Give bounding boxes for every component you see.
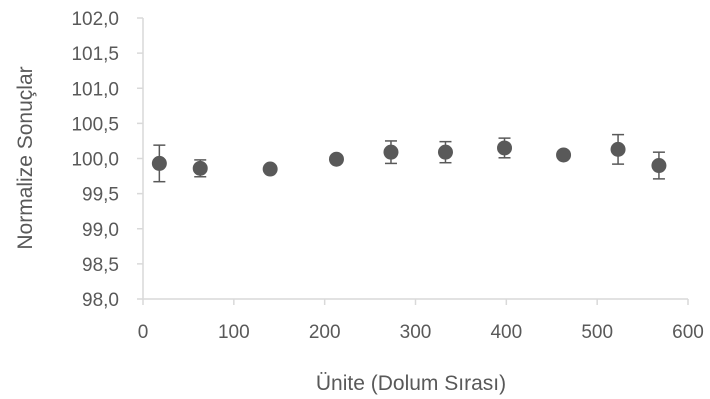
y-tick-label: 102,0	[71, 9, 119, 30]
y-tick-label: 98,0	[82, 290, 119, 311]
y-tick-label: 100,5	[71, 114, 119, 135]
data-points	[151, 140, 667, 177]
data-point	[610, 141, 626, 157]
y-tick-label: 100,0	[71, 150, 119, 171]
x-tick-label: 500	[581, 322, 613, 343]
data-point	[262, 161, 278, 177]
x-tick-label: 100	[218, 322, 250, 343]
data-point	[383, 144, 399, 160]
y-axis-title: Normalize Sonuçlar	[14, 66, 37, 249]
data-point	[192, 160, 208, 176]
data-point	[328, 151, 344, 167]
y-tick-label: 101,0	[71, 79, 119, 100]
data-point	[497, 140, 513, 156]
x-tick-label: 400	[490, 322, 522, 343]
x-axis-title: Ünite (Dolum Sırası)	[316, 372, 506, 395]
data-point	[151, 155, 167, 171]
y-tick-label: 99,0	[82, 220, 119, 241]
data-point	[556, 147, 572, 163]
x-axis-ticks: 0 100 200 300 400 500 600	[138, 299, 704, 343]
x-tick-label: 0	[138, 322, 149, 343]
y-tick-label: 101,5	[71, 44, 119, 65]
x-tick-label: 200	[309, 322, 341, 343]
y-axis-ticks: 98,0 98,5 99,0 99,5 100,0 100,5 101,0 101,5 102,…	[71, 9, 143, 311]
y-tick-label: 98,5	[82, 255, 119, 276]
x-tick-label: 600	[672, 322, 704, 343]
x-tick-label: 300	[400, 322, 432, 343]
y-tick-label: 99,5	[82, 185, 119, 206]
error-bars	[153, 133, 665, 183]
data-point	[437, 144, 453, 160]
data-point	[651, 158, 667, 174]
